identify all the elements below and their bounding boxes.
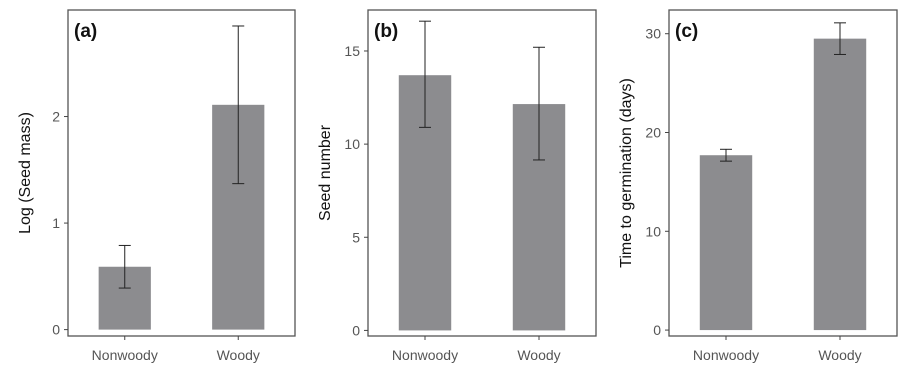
x-category-label: Nonwoody [392,347,458,363]
x-category-label: Nonwoody [92,347,158,363]
x-category-label: Woody [217,347,260,363]
y-tick-label: 15 [344,43,360,59]
y-tick-label: 10 [344,136,360,152]
panel-a: 0 1 2 Nonwoody Woody Log (Seed mass) (a) [17,9,296,363]
y-tick-label: 10 [645,223,661,239]
x-category-label: Woody [517,347,560,363]
x-category-label: Woody [818,347,861,363]
panel-label: (b) [374,21,398,42]
y-tick-label: 0 [653,322,661,338]
panel-b: 0 5 10 15 Nonwoody Woody Seed number (b) [317,9,597,363]
panel-c: 0 10 20 30 Nonwoody Woody Time to germination … [618,9,898,363]
y-tick-label: 0 [52,322,60,338]
y-tick-label: 2 [52,109,60,125]
y-tick-label: 30 [645,26,661,42]
y-tick-label: 5 [352,229,360,245]
bar-nonwoody [699,155,753,331]
plot-frame [668,9,898,337]
plot-frame [367,9,597,337]
plot-frame [67,9,296,337]
x-category-label: Nonwoody [693,347,759,363]
y-tick-label: 0 [352,322,360,338]
y-tick-label: 1 [52,215,60,231]
bar-woody [813,38,867,331]
y-axis-label: Log (Seed mass) [17,112,34,234]
panel-label: (a) [74,21,97,42]
y-tick-label: 20 [645,124,661,140]
panel-label: (c) [675,21,698,42]
y-axis-label: Time to germination (days) [618,78,635,268]
y-axis-label: Seed number [317,124,334,221]
